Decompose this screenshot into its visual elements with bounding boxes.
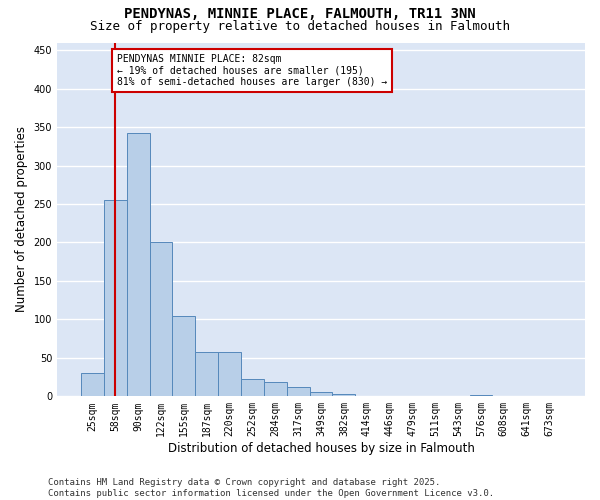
- Bar: [149, 242, 172, 396]
- Bar: [310, 392, 332, 396]
- X-axis label: Distribution of detached houses by size in Falmouth: Distribution of detached houses by size …: [167, 442, 475, 455]
- Bar: [196, 352, 218, 397]
- Bar: [332, 394, 355, 396]
- Y-axis label: Number of detached properties: Number of detached properties: [15, 126, 28, 312]
- Bar: [264, 382, 287, 396]
- Bar: [470, 395, 493, 396]
- Text: PENDYNAS MINNIE PLACE: 82sqm
← 19% of detached houses are smaller (195)
81% of s: PENDYNAS MINNIE PLACE: 82sqm ← 19% of de…: [117, 54, 388, 87]
- Bar: [218, 352, 241, 397]
- Bar: [172, 316, 196, 396]
- Bar: [287, 387, 310, 396]
- Bar: [241, 380, 264, 396]
- Bar: [81, 374, 104, 396]
- Text: Size of property relative to detached houses in Falmouth: Size of property relative to detached ho…: [90, 20, 510, 33]
- Bar: [104, 200, 127, 396]
- Text: PENDYNAS, MINNIE PLACE, FALMOUTH, TR11 3NN: PENDYNAS, MINNIE PLACE, FALMOUTH, TR11 3…: [124, 8, 476, 22]
- Bar: [127, 134, 149, 396]
- Text: Contains HM Land Registry data © Crown copyright and database right 2025.
Contai: Contains HM Land Registry data © Crown c…: [48, 478, 494, 498]
